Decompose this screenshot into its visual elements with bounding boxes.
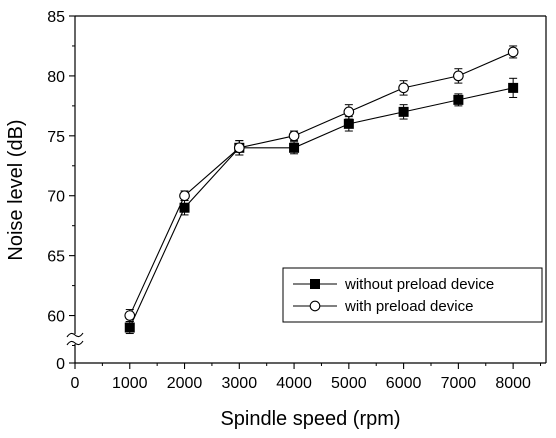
series-line xyxy=(129,51,514,316)
y-tick-label: 0 xyxy=(56,356,65,373)
y-axis-break-stroke-1 xyxy=(66,340,84,346)
legend-label: without preload device xyxy=(344,276,494,293)
series-line xyxy=(129,87,514,328)
x-tick-label: 0 xyxy=(71,375,80,392)
y-tick-label: 60 xyxy=(47,309,65,326)
y-axis-title: Noise level (dB) xyxy=(5,119,27,260)
data-point xyxy=(507,46,519,58)
data-point xyxy=(289,142,300,153)
data-point xyxy=(398,82,409,94)
series-0 xyxy=(124,77,519,335)
y-tick-label: 80 xyxy=(47,69,65,86)
y-tick-label: 65 xyxy=(47,249,65,266)
x-tick-label: 7000 xyxy=(441,375,477,392)
data-point xyxy=(343,118,354,129)
data-point xyxy=(124,310,136,321)
y-tick-label: 75 xyxy=(47,129,65,146)
x-tick-label: 6000 xyxy=(386,375,422,392)
data-point xyxy=(453,70,464,82)
series-1 xyxy=(124,45,519,323)
legend-entry: without preload device xyxy=(293,276,494,293)
legend-label: with preload device xyxy=(344,298,473,315)
axis-ticks xyxy=(69,15,542,369)
data-point xyxy=(398,106,409,117)
x-tick-label: 4000 xyxy=(276,375,312,392)
legend: without preload device with preload devic… xyxy=(282,267,543,323)
data-point xyxy=(453,94,464,105)
y-axis-break-stroke-0 xyxy=(66,332,84,338)
data-point xyxy=(124,322,135,333)
data-point xyxy=(343,106,355,118)
x-tick-label: 8000 xyxy=(495,375,531,392)
data-point xyxy=(508,82,519,93)
y-axis-break-mark xyxy=(66,332,84,346)
axis-tick-labels: 0 1000 2000 3000 4000 5000 6000 7000 8000 0 60 65 70… xyxy=(47,9,531,392)
y-tick-label: 70 xyxy=(47,189,65,206)
legend-marker xyxy=(309,300,321,312)
x-tick-label: 5000 xyxy=(331,375,367,392)
legend-box xyxy=(282,267,543,323)
data-point xyxy=(288,130,300,142)
data-point xyxy=(179,202,190,213)
data-point xyxy=(179,190,190,202)
x-tick-label: 2000 xyxy=(167,375,203,392)
series-layer xyxy=(124,45,519,335)
plot-frame xyxy=(66,15,547,364)
data-point xyxy=(233,142,245,154)
y-tick-label: 85 xyxy=(47,9,65,26)
x-tick-label: 3000 xyxy=(222,375,258,392)
legend-entry: with preload device xyxy=(293,298,473,315)
legend-marker xyxy=(310,279,320,289)
x-tick-label: 1000 xyxy=(112,375,148,392)
x-axis-title: Spindle speed (rpm) xyxy=(220,408,400,430)
